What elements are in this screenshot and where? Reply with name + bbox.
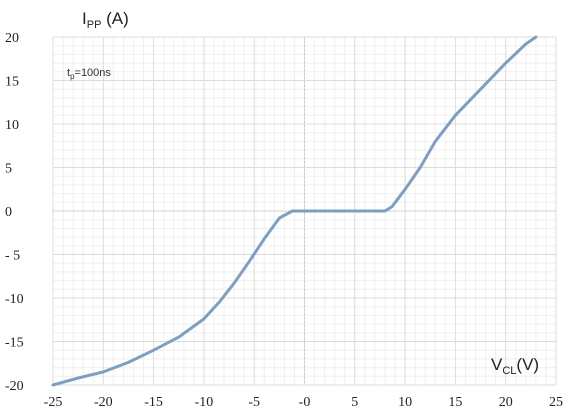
pulse-width-annotation: tp=100ns [67,67,111,81]
x-tick-label: 25 [549,395,563,410]
y-tick-label: 20 [5,31,19,46]
x-tick-label: 10 [398,395,412,410]
x-tick-label: -10 [195,395,214,410]
x-tick-label: 5 [351,395,358,410]
x-tick-label: -5 [248,395,260,410]
series-layer [51,35,538,387]
x-axis-label: VCL(V) [491,355,539,377]
y-tick-labels: 20 15 10 5 0 - 5 -10 -15 -20 [5,31,24,394]
x-tick-label: 20 [499,395,513,410]
y-tick-label: - 5 [5,249,20,264]
y-tick-label: 0 [5,205,12,220]
y-tick-label: -10 [5,292,24,307]
x-tick-label: -20 [94,395,113,410]
x-tick-label: 15 [448,395,462,410]
x-tick-label: -25 [44,395,63,410]
x-tick-labels: -25 -20 -15 -10 -5 -0 5 10 15 20 25 [44,395,563,410]
y-tick-label: 15 [5,75,19,90]
y-tick-label: 5 [5,162,12,177]
x-tick-label: -0 [299,395,311,410]
y-tick-label: -20 [5,379,24,394]
y-tick-label: -15 [5,336,24,351]
x-tick-label: -15 [144,395,163,410]
y-axis-label: IPP (A) [82,9,129,31]
y-tick-label: 10 [5,118,19,133]
series-line-0 [51,35,538,387]
